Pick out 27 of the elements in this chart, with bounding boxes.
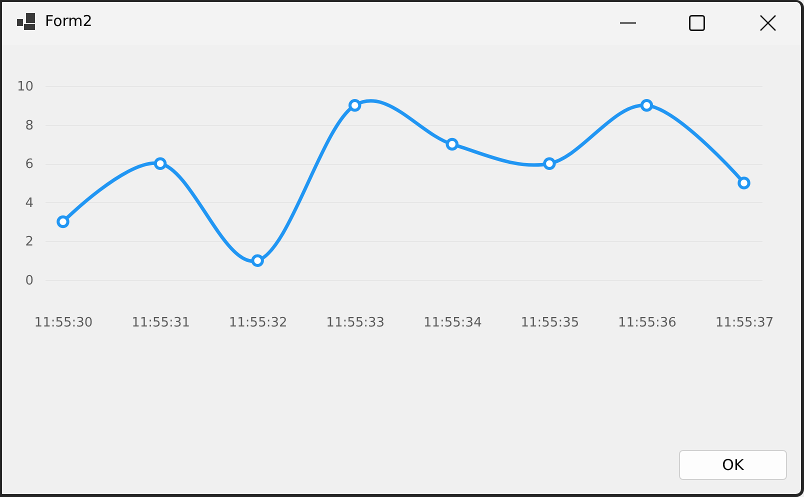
point	[251, 254, 264, 267]
point	[348, 99, 362, 112]
x-tick-label: 11:55:32	[228, 316, 288, 330]
point	[543, 157, 556, 170]
y-tick-label: 4	[25, 196, 34, 211]
x-tick-label: 11:55:36	[618, 316, 676, 330]
y-tick-label: 8	[25, 118, 34, 134]
minimize-icon[interactable]	[620, 22, 636, 24]
point	[154, 157, 167, 170]
button[interactable]: OK	[679, 450, 787, 480]
x-tick-label: 11:55:33	[326, 316, 385, 330]
maximize-icon[interactable]	[689, 15, 705, 31]
x-tick-label: 11:55:30	[34, 316, 93, 330]
y-tick-label: 6	[25, 157, 34, 172]
point	[640, 99, 654, 112]
y-tick-label: 2	[25, 234, 34, 250]
chart-title: Form2	[45, 12, 92, 30]
x-tick-label: 11:55:34	[423, 316, 482, 330]
x-tick-label: 11:55:37	[715, 316, 774, 330]
point	[56, 215, 70, 228]
y-tick-label: 10	[16, 80, 34, 94]
close-icon[interactable]	[760, 15, 776, 31]
y-tick-label: 0	[25, 274, 34, 288]
point	[446, 138, 459, 151]
x-tick-label: 11:55:31	[132, 316, 190, 330]
x-tick-label: 11:55:35	[520, 316, 580, 330]
point	[738, 176, 750, 190]
